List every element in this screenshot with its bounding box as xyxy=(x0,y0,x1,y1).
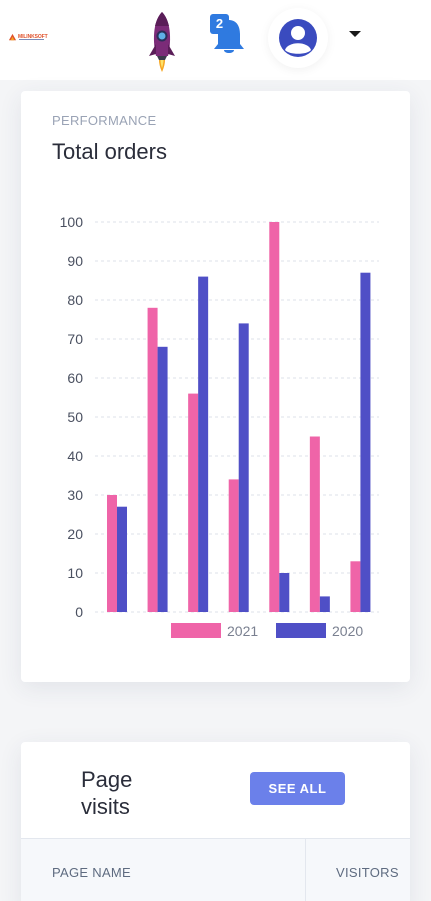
y-tick-label: 60 xyxy=(67,370,83,386)
bar-2020-3[interactable] xyxy=(238,323,249,612)
bar-2020-0[interactable] xyxy=(117,506,127,612)
y-tick-label: 10 xyxy=(67,565,83,581)
legend-label-2020[interactable]: 2020 xyxy=(332,623,363,639)
notification-badge: 2 xyxy=(210,14,229,34)
legend-label-2021[interactable]: 2021 xyxy=(227,623,258,639)
bar-2021-4[interactable] xyxy=(269,222,280,612)
bar-2020-2[interactable] xyxy=(198,276,209,612)
logo-mark-icon xyxy=(8,33,17,40)
column-header-page-name[interactable]: PAGE NAME xyxy=(52,865,132,880)
bar-2021-0[interactable] xyxy=(107,495,117,612)
user-avatar-button[interactable] xyxy=(268,8,328,68)
card-subtitle: PERFORMANCE xyxy=(52,113,157,128)
rocket-icon[interactable] xyxy=(146,10,178,74)
y-tick-label: 0 xyxy=(75,604,83,620)
page-visits-card: Page visits SEE ALL PAGE NAME VISITORS xyxy=(21,742,410,901)
bar-2021-6[interactable] xyxy=(350,561,361,612)
y-tick-label: 30 xyxy=(67,487,83,503)
bar-2020-4[interactable] xyxy=(279,573,290,612)
card-title: Total orders xyxy=(52,139,167,164)
legend-swatch-2020[interactable] xyxy=(276,623,326,638)
y-tick-label: 50 xyxy=(67,409,83,425)
column-divider xyxy=(305,839,306,901)
bar-2021-2[interactable] xyxy=(188,393,199,612)
logo-underline xyxy=(19,39,44,40)
caret-down-icon[interactable] xyxy=(349,31,361,37)
legend-swatch-2021[interactable] xyxy=(171,623,221,638)
total-orders-bar-chart: 0 10 20 30 40 50 60 70 80 90 100 2021 2020 xyxy=(60,214,379,639)
y-tick-label: 90 xyxy=(67,253,83,269)
y-tick-label: 40 xyxy=(67,448,83,464)
y-tick-label: 80 xyxy=(67,292,83,308)
y-tick-label: 100 xyxy=(60,214,84,230)
bar-2021-1[interactable] xyxy=(147,307,158,612)
page-visits-title: Page visits xyxy=(81,767,133,819)
logo-text: MILINKSOFT xyxy=(18,34,48,40)
bar-2021-3[interactable] xyxy=(228,479,239,612)
user-avatar-icon xyxy=(279,19,317,57)
bar-2020-5[interactable] xyxy=(319,596,330,612)
bar-2020-1[interactable] xyxy=(157,346,168,612)
see-all-button[interactable]: SEE ALL xyxy=(250,772,345,805)
bar-2021-5[interactable] xyxy=(309,436,320,613)
brand-logo[interactable]: MILINKSOFT xyxy=(8,30,48,44)
table-header-row: PAGE NAME VISITORS xyxy=(21,838,410,901)
performance-card: PERFORMANCE Total orders 0 10 20 30 40 50 60 70… xyxy=(21,91,410,682)
notifications-button[interactable]: 2 xyxy=(210,14,248,58)
column-header-visitors[interactable]: VISITORS xyxy=(336,865,399,880)
bar-2020-6[interactable] xyxy=(360,272,371,612)
top-navbar: MILINKSOFT 2 xyxy=(0,0,431,80)
y-tick-label: 70 xyxy=(67,331,83,347)
y-tick-label: 20 xyxy=(67,526,83,542)
